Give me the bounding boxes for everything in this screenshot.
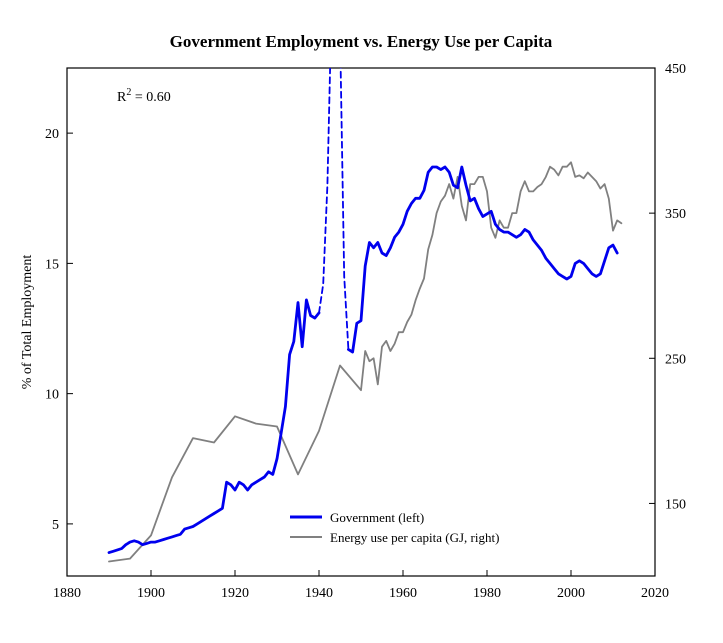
legend: Government (left) Energy use per capita …	[290, 510, 499, 545]
x-tick-label: 2020	[641, 586, 669, 601]
government-series-segment-2	[347, 165, 619, 354]
y2-tick-label: 250	[665, 352, 686, 367]
y-axis-label: % of Total Employment	[20, 255, 35, 390]
x-tick-label: 1900	[137, 586, 165, 601]
energy-series-segment-0	[108, 161, 623, 563]
r-squared-value: = 0.60	[131, 90, 170, 105]
y-tick-label: 5	[52, 518, 59, 533]
r-squared-sup: 2	[126, 87, 131, 98]
government-series-segment-1	[318, 68, 350, 351]
y-tick-label: 10	[45, 388, 59, 403]
y2-tick-label: 350	[665, 207, 686, 222]
x-tick-label: 1880	[53, 586, 81, 601]
r-squared-annotation: R2 = 0.60	[117, 87, 171, 105]
y2-tick-label: 450	[665, 62, 686, 77]
y2-tick-label: 150	[665, 497, 686, 512]
series-layer	[107, 68, 623, 563]
r-squared-symbol: R	[117, 90, 127, 105]
x-tick-label: 1920	[221, 586, 249, 601]
x-tick-label: 2000	[557, 586, 585, 601]
legend-label-government: Government (left)	[330, 510, 424, 525]
y-tick-label: 15	[45, 257, 59, 272]
government-series-segment-0	[107, 298, 321, 554]
x-tick-label: 1980	[473, 586, 501, 601]
plot-frame	[66, 67, 656, 577]
y-axis-right: 150 250 350 450	[649, 62, 686, 512]
y-tick-label: 20	[45, 127, 59, 142]
x-tick-label: 1940	[305, 586, 333, 601]
legend-label-energy: Energy use per capita (GJ, right)	[330, 530, 499, 545]
y-axis-left: 5 10 15 20	[45, 127, 73, 533]
x-tick-label: 1960	[389, 586, 417, 601]
x-axis: 1880 1900 1920 1940 1960 1980 2000 2020	[53, 570, 669, 601]
chart-title: Government Employment vs. Energy Use per…	[170, 32, 553, 51]
